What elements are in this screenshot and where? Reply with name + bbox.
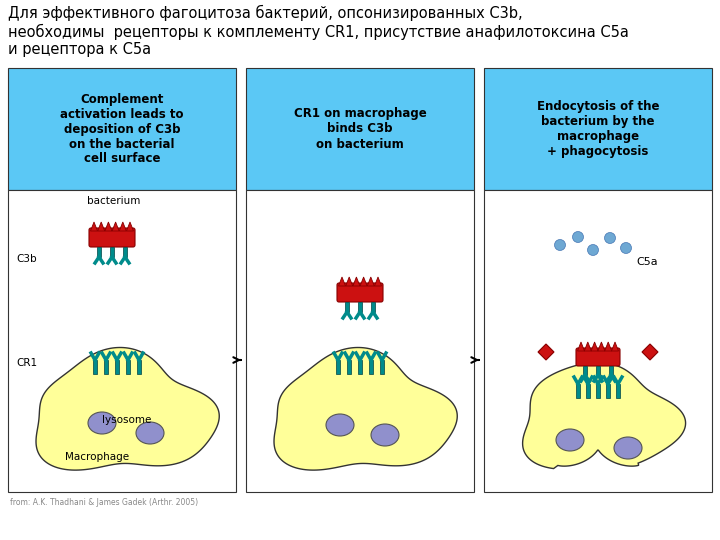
Bar xyxy=(371,302,375,312)
Polygon shape xyxy=(112,222,119,231)
Polygon shape xyxy=(642,344,658,360)
Bar xyxy=(596,366,600,375)
Bar xyxy=(583,366,587,375)
Bar xyxy=(380,360,384,374)
Polygon shape xyxy=(105,222,112,231)
Polygon shape xyxy=(577,342,585,351)
Bar xyxy=(8,190,236,492)
FancyBboxPatch shape xyxy=(576,348,620,366)
Bar xyxy=(609,366,613,375)
Bar xyxy=(358,302,362,312)
Bar xyxy=(576,384,580,398)
Bar xyxy=(596,384,600,398)
Polygon shape xyxy=(98,222,104,231)
Bar xyxy=(246,68,474,190)
Polygon shape xyxy=(360,277,367,286)
Circle shape xyxy=(572,232,583,242)
Polygon shape xyxy=(367,277,374,286)
Ellipse shape xyxy=(556,429,584,451)
Polygon shape xyxy=(523,362,685,469)
Text: bacterium: bacterium xyxy=(87,196,140,206)
Bar xyxy=(586,384,590,398)
Polygon shape xyxy=(120,222,126,231)
Polygon shape xyxy=(36,348,220,470)
Polygon shape xyxy=(605,342,612,351)
Text: CR1 on macrophage
binds C3b
on bacterium: CR1 on macrophage binds C3b on bacterium xyxy=(294,107,426,151)
Bar xyxy=(246,190,474,492)
Bar xyxy=(484,190,712,492)
Text: from: A.K. Thadhani & James Gadek (Arthr. 2005): from: A.K. Thadhani & James Gadek (Arthr… xyxy=(10,498,198,507)
FancyBboxPatch shape xyxy=(337,283,383,302)
Bar xyxy=(123,247,127,257)
Bar xyxy=(606,384,610,398)
Polygon shape xyxy=(338,277,346,286)
Ellipse shape xyxy=(136,422,164,444)
Polygon shape xyxy=(598,342,605,351)
Polygon shape xyxy=(91,222,97,231)
Circle shape xyxy=(588,245,598,255)
Polygon shape xyxy=(274,348,457,470)
Ellipse shape xyxy=(371,424,399,446)
Polygon shape xyxy=(611,342,618,351)
Ellipse shape xyxy=(614,437,642,459)
Text: CR1: CR1 xyxy=(16,358,37,368)
Text: Для эффективного фагоцитоза бактерий, опсонизированных C3b,
необходимы  рецептор: Для эффективного фагоцитоза бактерий, оп… xyxy=(8,5,629,57)
Text: C5a: C5a xyxy=(636,257,657,267)
Bar xyxy=(104,360,108,374)
Circle shape xyxy=(605,233,616,244)
Ellipse shape xyxy=(88,412,116,434)
Bar xyxy=(347,360,351,374)
Polygon shape xyxy=(353,277,360,286)
Polygon shape xyxy=(538,344,554,360)
FancyBboxPatch shape xyxy=(89,228,135,247)
Text: C3b: C3b xyxy=(16,254,37,264)
Text: Macrophage: Macrophage xyxy=(65,452,129,462)
Bar xyxy=(616,384,620,398)
Bar xyxy=(345,302,349,312)
Bar xyxy=(358,360,362,374)
Bar xyxy=(369,360,373,374)
Circle shape xyxy=(621,242,631,253)
Bar xyxy=(97,247,101,257)
Polygon shape xyxy=(591,342,598,351)
Circle shape xyxy=(554,240,565,251)
Bar xyxy=(8,68,236,190)
Bar xyxy=(137,360,141,374)
Polygon shape xyxy=(127,222,133,231)
Ellipse shape xyxy=(326,414,354,436)
Bar xyxy=(93,360,97,374)
Bar xyxy=(110,247,114,257)
Polygon shape xyxy=(346,277,353,286)
Text: Endocytosis of the
bacterium by the
macrophage
+ phagocytosis: Endocytosis of the bacterium by the macr… xyxy=(536,100,660,158)
Bar xyxy=(126,360,130,374)
Bar xyxy=(336,360,340,374)
Polygon shape xyxy=(585,342,591,351)
Bar xyxy=(484,68,712,190)
Polygon shape xyxy=(374,277,382,286)
Text: Complement
activation leads to
deposition of C3b
on the bacterial
cell surface: Complement activation leads to depositio… xyxy=(60,92,184,165)
Bar xyxy=(115,360,119,374)
Text: lysosome: lysosome xyxy=(102,415,152,425)
